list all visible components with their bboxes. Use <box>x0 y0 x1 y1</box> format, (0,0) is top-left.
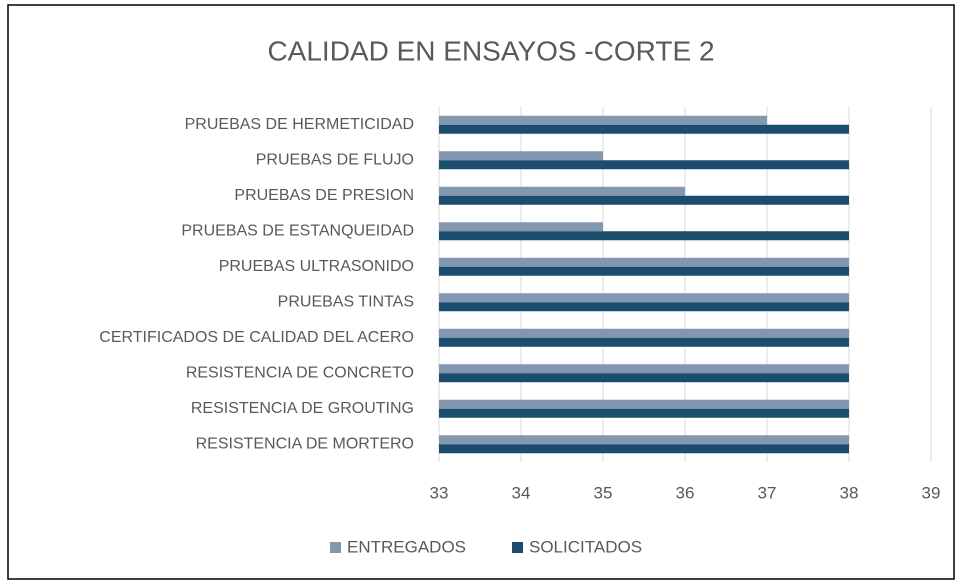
bar <box>439 115 767 125</box>
y-tick-label: PRUEBAS DE HERMETICIDAD <box>185 116 414 133</box>
legend-swatch <box>512 542 523 553</box>
bar <box>439 186 685 196</box>
y-tick-label: CERTIFICADOS DE CALIDAD DEL ACERO <box>99 329 414 346</box>
bar <box>439 399 849 409</box>
bar <box>439 222 603 232</box>
bar <box>439 151 603 161</box>
x-tick-label: 37 <box>758 483 777 502</box>
chart-frame <box>7 4 955 580</box>
y-tick-label: PRUEBAS DE PRESION <box>234 187 414 204</box>
y-tick-label: PRUEBAS DE ESTANQUEIDAD <box>181 222 414 239</box>
y-tick-label: RESISTENCIA DE CONCRETO <box>186 364 414 381</box>
chart-title: CALIDAD EN ENSAYOS -CORTE 2 <box>267 35 714 66</box>
bar <box>439 337 849 347</box>
y-tick-label: PRUEBAS DE FLUJO <box>256 151 414 168</box>
bar <box>439 302 849 312</box>
x-tick-label: 34 <box>512 483 531 502</box>
legend-label: ENTREGADOS <box>347 537 466 556</box>
y-tick-label: PRUEBAS ULTRASONIDO <box>219 258 414 275</box>
bar <box>439 328 849 338</box>
bar <box>439 195 849 205</box>
bar <box>439 160 849 170</box>
bar <box>439 364 849 374</box>
x-tick-label: 38 <box>840 483 859 502</box>
bar <box>439 293 849 303</box>
bar <box>439 231 849 241</box>
bar <box>439 266 849 276</box>
legend-label: SOLICITADOS <box>529 537 642 556</box>
legend-swatch <box>330 542 341 553</box>
x-tick-label: 39 <box>922 483 941 502</box>
x-tick-label: 35 <box>594 483 613 502</box>
bar <box>439 257 849 267</box>
bar <box>439 444 849 454</box>
bar <box>439 373 849 383</box>
x-tick-label: 36 <box>676 483 695 502</box>
bar <box>439 435 849 445</box>
y-tick-label: RESISTENCIA DE GROUTING <box>191 400 414 417</box>
bar <box>439 124 849 134</box>
y-tick-label: RESISTENCIA DE MORTERO <box>196 435 414 452</box>
x-tick-label: 33 <box>430 483 449 502</box>
bar <box>439 408 849 418</box>
y-tick-label: PRUEBAS TINTAS <box>278 293 414 310</box>
